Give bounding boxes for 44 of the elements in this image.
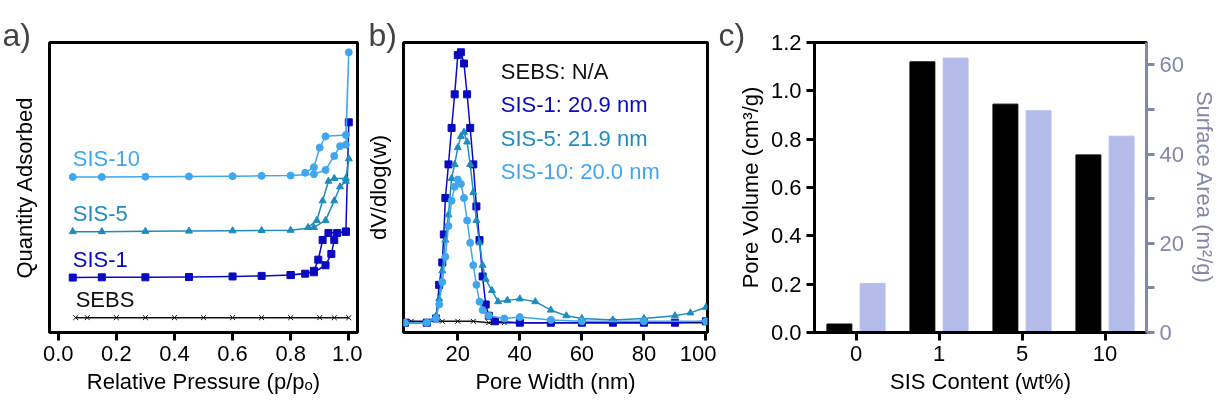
- x-tick-label: 1.0: [331, 340, 363, 366]
- y-tick-label: 1.2: [770, 30, 802, 55]
- x-tick-label: 0: [849, 340, 863, 366]
- x-tick-label: 1: [932, 340, 946, 366]
- series-label: SIS-5: 21.9 nm: [500, 125, 648, 151]
- x-tick-label: 5: [1015, 340, 1029, 366]
- y-tick-label: 1.0: [770, 78, 802, 104]
- series-label: SIS-1: 20.9 nm: [500, 92, 648, 118]
- series-label: SIS-10: [72, 145, 141, 171]
- y2-axis-title: Surface Area (m²/g): [1191, 90, 1217, 283]
- chart-title: b): [368, 16, 397, 53]
- x-tick-label: 0.0: [42, 340, 74, 366]
- y2-tick-label: 20: [1159, 230, 1184, 256]
- y-axis-title: Quantity Adsorbed: [11, 97, 37, 279]
- series-label: SIS-1: [72, 246, 128, 272]
- y-axis-title: dV/dlog(w): [365, 134, 391, 241]
- chart-title: a): [2, 16, 31, 53]
- y2-tick-label: 40: [1159, 141, 1184, 167]
- x-tick-label: 0.6: [217, 340, 248, 366]
- x-axis-title: Relative Pressure (p/pₒ): [86, 368, 321, 394]
- x-tick-label: 80: [631, 340, 657, 366]
- x-tick-label: 10: [1092, 340, 1118, 366]
- y2-tick-label: 60: [1159, 52, 1184, 78]
- y-tick-label: 0.4: [770, 223, 802, 249]
- series-label: SIS-10: 20.0 nm: [500, 159, 660, 185]
- y-axis-title: Pore Volume (cm³/g): [737, 86, 763, 289]
- text: SEBS: N/A: [500, 59, 609, 84]
- x-tick-label: 0.2: [101, 340, 132, 366]
- x-tick-label: 0.8: [275, 340, 306, 366]
- y-tick-label: 0.2: [770, 271, 802, 297]
- x-tick-label: 100: [679, 340, 717, 366]
- x-axis-title: SIS Content (wt%): [890, 368, 1071, 394]
- y-tick-label: 0.8: [770, 126, 802, 152]
- series-label: SIS-5: [72, 200, 128, 226]
- x-axis-title: Pore Width (nm): [475, 368, 636, 394]
- x-tick-label: 40: [507, 340, 533, 366]
- y-tick-label: 0.6: [770, 175, 802, 200]
- x-tick-label: 20: [445, 340, 471, 366]
- x-tick-label: 60: [569, 340, 595, 366]
- chart-title: c): [718, 16, 746, 53]
- y2-tick-label: 0: [1159, 320, 1172, 345]
- series-label: SEBS: [75, 286, 135, 312]
- y-tick-label: 0.0: [770, 320, 802, 345]
- x-tick-label: 0.4: [159, 340, 190, 366]
